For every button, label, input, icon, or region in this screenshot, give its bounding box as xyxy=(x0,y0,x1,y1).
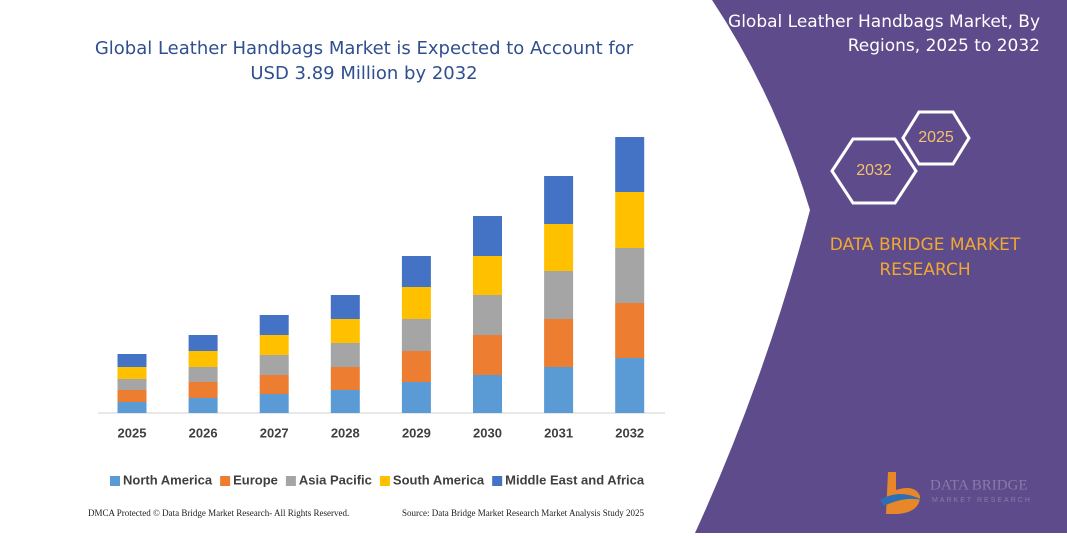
bar-segment xyxy=(401,287,431,319)
bar-segment xyxy=(473,375,502,413)
bar-segment xyxy=(544,319,574,367)
x-tick-label: 2029 xyxy=(402,425,431,440)
bar-segment xyxy=(615,358,645,413)
bar-segment xyxy=(259,394,289,413)
x-tick-label: 2028 xyxy=(331,425,360,440)
footer-note: DMCA Protected © Data Bridge Market Rese… xyxy=(88,508,349,518)
legend-label: North America xyxy=(123,472,213,487)
bar-segment xyxy=(401,319,431,351)
bar-segment xyxy=(473,256,502,295)
legend-swatch xyxy=(285,476,296,486)
bar-segment xyxy=(117,379,147,390)
bar-segment xyxy=(259,375,289,394)
legend-label: Middle East and Africa xyxy=(505,472,645,487)
legend-swatch xyxy=(492,476,503,486)
bar-segment xyxy=(188,382,218,398)
chart-title: Global Leather Handbags Market is Expect… xyxy=(95,38,634,59)
bar-segment xyxy=(401,382,431,413)
legend-label: Asia Pacific xyxy=(299,472,372,487)
bar-segment xyxy=(544,176,574,224)
legend-label: South America xyxy=(393,472,485,487)
hexagon-label: 2032 xyxy=(856,162,892,179)
bar-segment xyxy=(544,271,574,319)
bar-segment xyxy=(188,398,218,413)
bar-segment xyxy=(330,295,360,319)
bar-segment xyxy=(117,402,147,413)
logo-tagline: MARKET RESEARCH xyxy=(932,497,1032,504)
panel-title: Global Leather Handbags Market, By xyxy=(728,12,1040,32)
legend-swatch xyxy=(110,476,120,486)
x-tick-label: 2031 xyxy=(544,425,573,440)
bar-segment xyxy=(259,335,289,355)
side-panel xyxy=(695,0,1067,533)
bar-segment xyxy=(544,224,574,271)
bar-segment xyxy=(401,256,431,287)
logo: DATA BRIDGE MARKET RESEARCH xyxy=(880,472,1032,514)
bar-segment xyxy=(259,355,289,375)
bar-segment xyxy=(117,390,147,402)
bar-segment xyxy=(188,351,218,367)
hexagon-label: 2025 xyxy=(918,129,954,146)
x-tick-label: 2027 xyxy=(260,425,289,440)
bar-segment xyxy=(188,335,218,351)
x-tick-label: 2032 xyxy=(615,425,644,440)
bar-segment xyxy=(117,354,147,367)
bar-segment xyxy=(473,335,502,375)
brand: DATA BRIDGE MARKET xyxy=(830,235,1021,255)
bar-segment xyxy=(615,192,645,248)
x-tick-label: 2026 xyxy=(189,425,218,440)
bar-segment xyxy=(330,319,360,343)
legend-swatch xyxy=(379,476,390,486)
chart-title: USD 3.89 Million by 2032 xyxy=(250,63,477,84)
panel-title: Regions, 2025 to 2032 xyxy=(848,36,1040,56)
bar-segment xyxy=(615,248,645,303)
bar-segment xyxy=(330,343,360,367)
legend-label: Europe xyxy=(233,472,278,487)
bar-segment xyxy=(330,367,360,390)
hexagon xyxy=(830,137,918,205)
bar-segment xyxy=(259,315,289,335)
bar-segment xyxy=(615,137,645,192)
bar-segment xyxy=(615,303,645,358)
bar-segment xyxy=(544,367,574,413)
logo-name: DATA BRIDGE xyxy=(930,477,1028,493)
bar-segment xyxy=(188,367,218,382)
bar-segment xyxy=(117,367,147,379)
bar-segment xyxy=(401,351,431,382)
brand: RESEARCH xyxy=(879,260,970,280)
legend-swatch xyxy=(220,476,231,486)
footer-source: Source: Data Bridge Market Research Mark… xyxy=(402,508,644,518)
x-tick-label: 2030 xyxy=(473,425,502,440)
x-tick-label: 2025 xyxy=(118,425,147,440)
logo-icon xyxy=(880,494,922,506)
bar-segment xyxy=(330,390,360,413)
logo-icon xyxy=(886,472,920,514)
bar-segment xyxy=(473,216,502,256)
hexagon xyxy=(901,110,971,166)
bar-segment xyxy=(473,295,502,335)
